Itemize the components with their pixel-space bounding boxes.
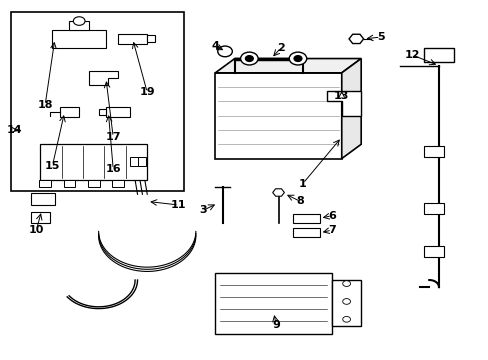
Text: 8: 8: [296, 197, 304, 206]
Bar: [147, 35, 154, 42]
Bar: [215, 73, 341, 158]
Text: 4: 4: [211, 41, 219, 51]
Bar: [130, 157, 139, 166]
Bar: [40, 144, 147, 180]
Bar: [63, 180, 75, 187]
Bar: [137, 157, 146, 166]
Text: 5: 5: [376, 32, 384, 42]
Circle shape: [342, 281, 350, 287]
Bar: [292, 228, 319, 237]
Polygon shape: [326, 91, 361, 116]
Bar: [88, 180, 100, 187]
Bar: [30, 212, 50, 223]
Bar: [60, 107, 79, 117]
Bar: [69, 21, 89, 30]
Text: 13: 13: [333, 91, 349, 101]
Text: 11: 11: [171, 200, 186, 210]
Polygon shape: [215, 59, 361, 73]
Bar: [106, 107, 130, 117]
Bar: [118, 33, 147, 44]
Text: 1: 1: [298, 179, 306, 189]
Circle shape: [245, 56, 253, 62]
Bar: [424, 203, 443, 214]
Circle shape: [342, 316, 350, 322]
Polygon shape: [341, 59, 361, 158]
Bar: [424, 48, 453, 62]
Circle shape: [217, 46, 232, 57]
Bar: [99, 109, 106, 115]
Polygon shape: [331, 280, 361, 327]
Text: 15: 15: [45, 161, 60, 171]
Text: 14: 14: [7, 125, 22, 135]
Bar: [30, 193, 55, 205]
Bar: [39, 180, 51, 187]
Text: 3: 3: [199, 205, 206, 215]
Text: 9: 9: [272, 320, 280, 330]
Bar: [112, 180, 123, 187]
Bar: [215, 273, 331, 334]
Circle shape: [73, 17, 85, 25]
Bar: [11, 12, 183, 191]
Text: 19: 19: [139, 87, 155, 98]
Circle shape: [342, 298, 350, 304]
Circle shape: [288, 52, 306, 65]
Text: 16: 16: [105, 164, 121, 174]
Text: 17: 17: [105, 132, 121, 142]
Bar: [292, 214, 319, 223]
Text: 10: 10: [29, 225, 44, 235]
Bar: [424, 146, 443, 157]
Bar: [52, 30, 106, 48]
Text: 12: 12: [404, 50, 419, 60]
Text: 7: 7: [327, 225, 335, 235]
Polygon shape: [348, 34, 363, 44]
Text: 18: 18: [37, 100, 53, 110]
Polygon shape: [272, 189, 284, 196]
Text: 2: 2: [277, 43, 284, 53]
Circle shape: [293, 56, 301, 62]
Polygon shape: [89, 71, 118, 85]
Circle shape: [240, 52, 258, 65]
Bar: [424, 246, 443, 257]
Text: 6: 6: [327, 211, 335, 221]
